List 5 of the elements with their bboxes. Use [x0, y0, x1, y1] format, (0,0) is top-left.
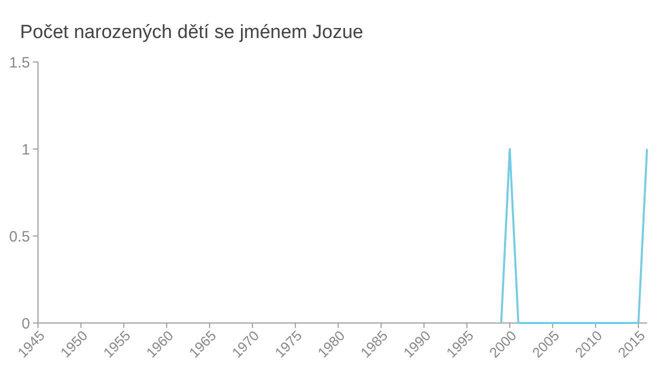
y-tick-label: 0: [22, 315, 30, 332]
chart-title: Počet narozených dětí se jménem Jozue: [20, 22, 364, 43]
y-tick-label: 0.5: [9, 228, 30, 246]
y-tick-label: 1: [22, 141, 30, 158]
y-tick-label: 1.5: [9, 54, 30, 72]
